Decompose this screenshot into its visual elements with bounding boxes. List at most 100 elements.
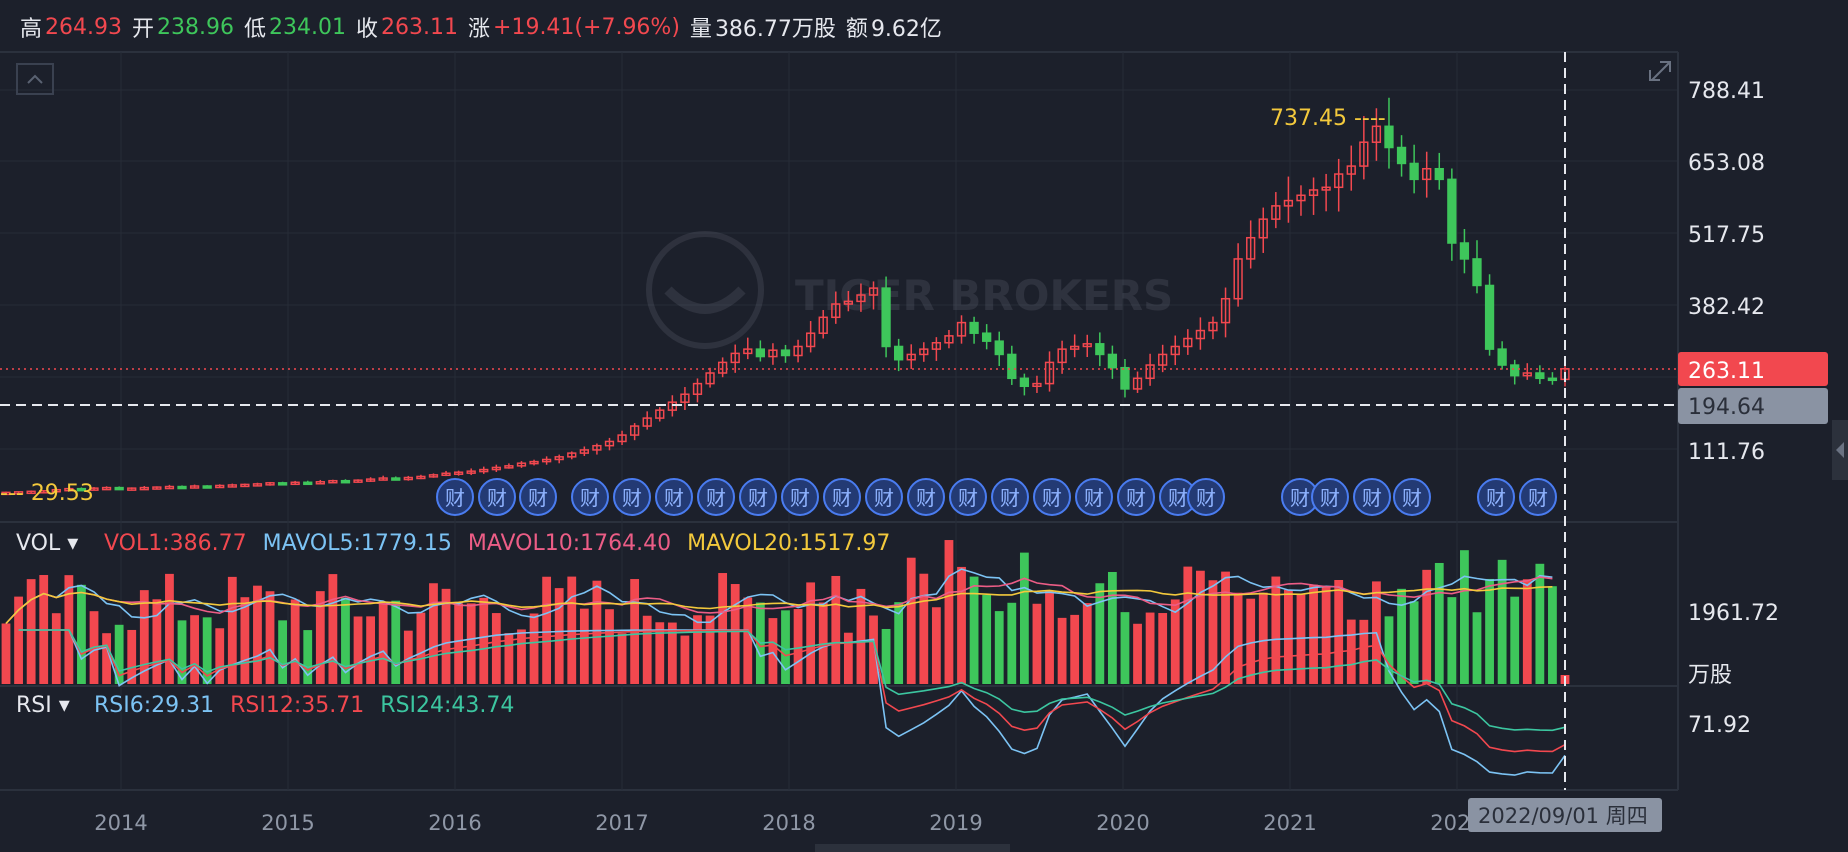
volume-bar bbox=[341, 597, 350, 684]
grid-lines bbox=[0, 51, 1679, 791]
volume-bar bbox=[680, 635, 690, 684]
earnings-marker-text: 财 bbox=[487, 486, 507, 510]
candle-body bbox=[1384, 125, 1394, 149]
volume-bar bbox=[265, 591, 275, 684]
earnings-marker-icon[interactable] bbox=[697, 478, 735, 516]
candle-body bbox=[13, 491, 24, 495]
candle-body bbox=[868, 287, 879, 296]
volume-bar bbox=[982, 595, 992, 684]
time-tick-2014: 2014 bbox=[94, 811, 147, 835]
earnings-marker-icon[interactable] bbox=[1187, 478, 1225, 516]
volume-bar bbox=[1397, 588, 1406, 684]
candle-body bbox=[1107, 353, 1118, 369]
candle-body bbox=[64, 487, 74, 492]
time-tick-2020: 2020 bbox=[1096, 811, 1149, 835]
earnings-marker-icon[interactable] bbox=[519, 478, 557, 516]
max-price-label: 737.45 ---- bbox=[1270, 106, 1386, 131]
earnings-marker-icon[interactable] bbox=[781, 478, 819, 516]
earnings-marker-icon[interactable] bbox=[571, 478, 609, 516]
earnings-marker-text: 财 bbox=[580, 486, 600, 510]
candle-body bbox=[265, 482, 275, 486]
collapse-button[interactable] bbox=[16, 63, 54, 95]
volume-bar bbox=[529, 613, 539, 684]
earnings-markers[interactable]: 财财财财财财财财财财财财财财财财财财财财财财财财财 bbox=[436, 478, 1557, 516]
time-tick-2021: 2021 bbox=[1263, 811, 1316, 835]
volume-bar bbox=[1158, 613, 1168, 684]
candle-body bbox=[139, 486, 149, 491]
vol-legend-item: VOL1:386.77 bbox=[104, 531, 247, 556]
earnings-marker-icon[interactable] bbox=[436, 478, 474, 516]
earnings-marker-icon[interactable] bbox=[739, 478, 777, 516]
candle-body bbox=[642, 417, 652, 427]
earnings-marker-icon[interactable] bbox=[478, 478, 516, 516]
volume-bar bbox=[1522, 579, 1532, 684]
candle-body bbox=[491, 466, 501, 471]
earnings-marker-icon[interactable] bbox=[949, 478, 987, 516]
candle-body bbox=[894, 345, 904, 361]
earnings-marker-text: 财 bbox=[790, 486, 810, 510]
earnings-marker-text: 财 bbox=[1168, 486, 1188, 510]
candle-body bbox=[1459, 242, 1470, 260]
volume-bar bbox=[1447, 597, 1457, 684]
volume-bar bbox=[1221, 571, 1230, 684]
candle-body bbox=[516, 462, 527, 467]
rsi-legend-item: RSI6:29.31 bbox=[94, 693, 214, 718]
earnings-marker-icon[interactable] bbox=[655, 478, 693, 516]
earnings-marker-icon[interactable] bbox=[1519, 478, 1557, 516]
price-tick-3: 382.42 bbox=[1688, 295, 1765, 320]
volume-bar bbox=[1007, 602, 1017, 684]
candle-body bbox=[340, 479, 351, 484]
volume-bar bbox=[1133, 623, 1142, 684]
earnings-marker-icon[interactable] bbox=[823, 478, 861, 516]
volume-bar bbox=[818, 602, 828, 684]
earnings-marker-icon[interactable] bbox=[1075, 478, 1113, 516]
candle-body bbox=[504, 465, 514, 469]
volume-bar bbox=[1095, 583, 1105, 684]
candle-body bbox=[906, 353, 916, 361]
candle-body bbox=[667, 401, 677, 411]
candle-body bbox=[378, 477, 388, 481]
candle-body bbox=[89, 487, 99, 491]
vol-selector[interactable]: VOL ▾ bbox=[16, 531, 78, 556]
time-tick-2016: 2016 bbox=[428, 811, 481, 835]
volume-bar bbox=[26, 579, 36, 684]
earnings-marker-icon[interactable] bbox=[1117, 478, 1155, 516]
candle-body bbox=[1422, 167, 1432, 181]
rsi-lines bbox=[18, 629, 1566, 776]
vol-axis-value: 1961.72 bbox=[1688, 601, 1779, 626]
chevron-up-icon bbox=[27, 74, 43, 84]
earnings-marker-icon[interactable] bbox=[907, 478, 945, 516]
candle-body bbox=[818, 316, 828, 334]
earnings-marker-icon[interactable] bbox=[1311, 478, 1349, 516]
earnings-marker-text: 财 bbox=[664, 486, 684, 510]
min-price-label: --- 29.53 bbox=[0, 481, 94, 506]
earnings-marker-icon[interactable] bbox=[1393, 478, 1431, 516]
volume-bar bbox=[1082, 603, 1092, 684]
volume-bar bbox=[931, 607, 941, 684]
volume-bar bbox=[51, 613, 61, 684]
price-tick-4: 111.76 bbox=[1688, 440, 1765, 465]
rsi-selector[interactable]: RSI ▾ bbox=[16, 693, 70, 718]
volume-bar bbox=[1246, 598, 1256, 684]
candle-body bbox=[1007, 353, 1017, 380]
candle-body bbox=[290, 481, 300, 486]
volume-bar bbox=[1321, 585, 1331, 684]
expand-icon[interactable] bbox=[1649, 61, 1671, 81]
volume-bar bbox=[781, 610, 790, 684]
crosshair-price-text: 194.64 bbox=[1688, 395, 1765, 420]
bottom-scrollbar[interactable] bbox=[815, 844, 1010, 852]
candle-body bbox=[717, 361, 728, 374]
volume-bar bbox=[1485, 578, 1494, 684]
earnings-marker-icon[interactable] bbox=[613, 478, 651, 516]
earnings-marker-icon[interactable] bbox=[1353, 478, 1391, 516]
vol-legend-item: MAVOL5:1779.15 bbox=[263, 531, 452, 556]
earnings-marker-icon[interactable] bbox=[865, 478, 903, 516]
candle-body bbox=[152, 486, 162, 490]
earnings-marker-icon[interactable] bbox=[1033, 478, 1071, 516]
candle-body bbox=[416, 475, 426, 480]
candle-body bbox=[554, 456, 564, 461]
earnings-marker-icon[interactable] bbox=[991, 478, 1029, 516]
earnings-marker-icon[interactable] bbox=[1477, 478, 1515, 516]
chevron-left-icon[interactable] bbox=[1836, 442, 1844, 458]
